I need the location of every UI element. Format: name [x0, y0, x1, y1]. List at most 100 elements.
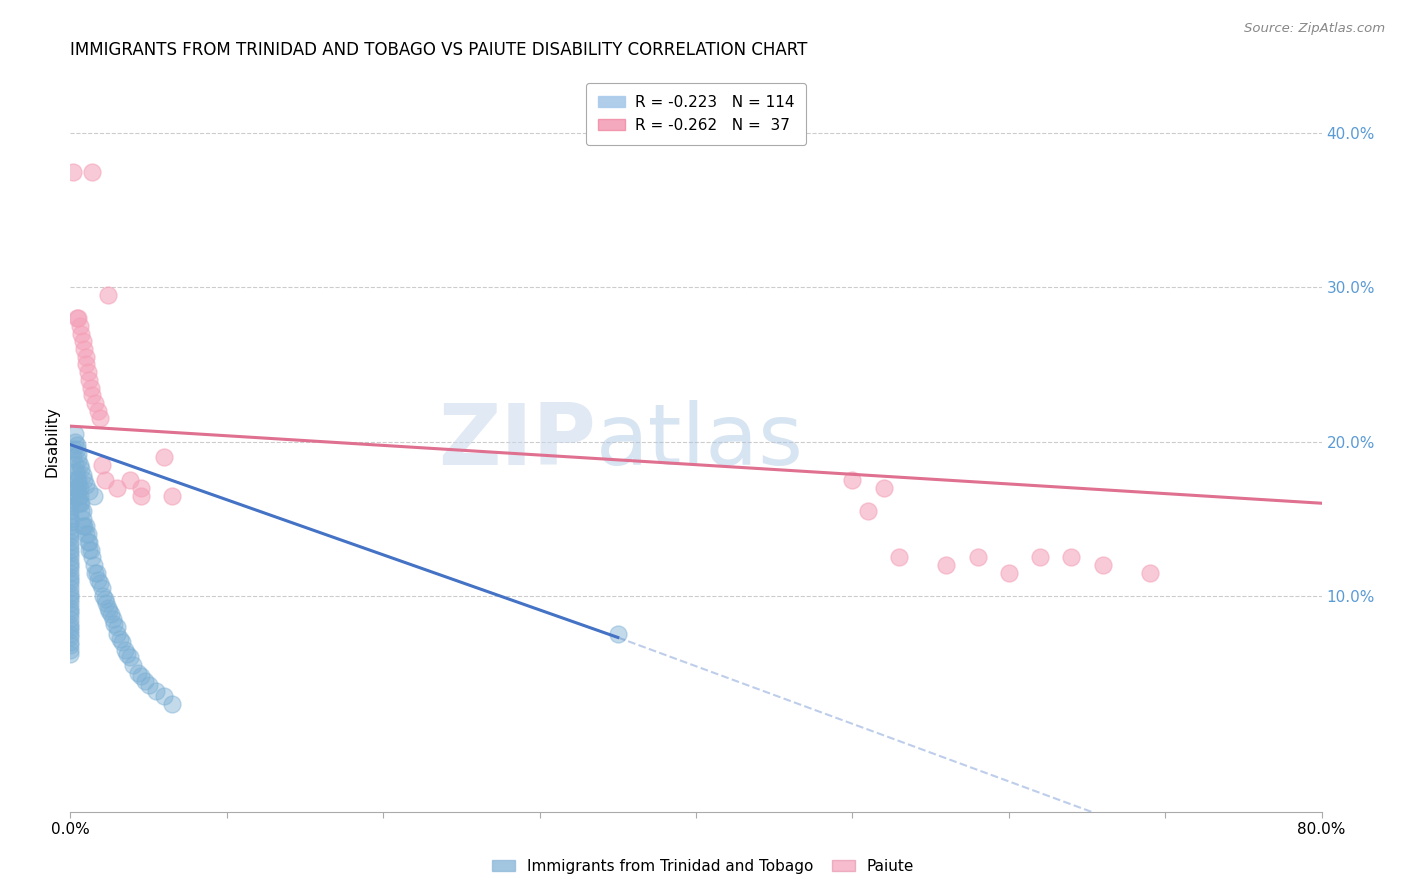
Point — [59, 589, 82, 603]
Point — [84, 396, 107, 410]
Point — [63, 489, 86, 503]
Point — [841, 473, 863, 487]
Point — [153, 689, 176, 703]
Point — [59, 642, 82, 657]
Point — [59, 511, 82, 525]
Point — [966, 550, 988, 565]
Point — [63, 426, 86, 441]
Point — [83, 558, 105, 572]
Point — [59, 570, 82, 584]
Point — [87, 403, 110, 417]
Point — [872, 481, 894, 495]
Point — [59, 540, 82, 554]
Point — [59, 581, 82, 595]
Point — [59, 616, 82, 631]
Point — [91, 589, 114, 603]
Point — [105, 627, 128, 641]
Point — [59, 574, 82, 588]
Point — [101, 612, 124, 626]
Point — [59, 623, 82, 637]
Text: IMMIGRANTS FROM TRINIDAD AND TOBAGO VS PAIUTE DISABILITY CORRELATION CHART: IMMIGRANTS FROM TRINIDAD AND TOBAGO VS P… — [70, 41, 807, 59]
Point — [90, 581, 112, 595]
Point — [76, 534, 98, 549]
Text: atlas: atlas — [596, 400, 804, 483]
Point — [889, 550, 911, 565]
Point — [59, 607, 82, 622]
Point — [67, 496, 90, 510]
Point — [72, 468, 94, 483]
Point — [127, 665, 149, 680]
Point — [75, 358, 97, 372]
Point — [84, 566, 107, 580]
Point — [606, 627, 628, 641]
Point — [75, 477, 97, 491]
Text: Source: ZipAtlas.com: Source: ZipAtlas.com — [1244, 22, 1385, 36]
Point — [69, 481, 91, 495]
Point — [59, 612, 82, 626]
Point — [70, 462, 93, 476]
Point — [145, 684, 167, 698]
Point — [79, 542, 101, 557]
Point — [105, 481, 128, 495]
Point — [83, 489, 105, 503]
Point — [62, 450, 84, 464]
Point — [77, 373, 100, 387]
Point — [138, 678, 160, 692]
Point — [87, 574, 110, 588]
Point — [1029, 550, 1052, 565]
Point — [103, 616, 125, 631]
Point — [63, 434, 86, 449]
Point — [59, 504, 82, 518]
Point — [134, 673, 156, 688]
Point — [82, 388, 104, 402]
Point — [114, 642, 136, 657]
Point — [118, 650, 141, 665]
Point — [67, 453, 90, 467]
Point — [59, 576, 82, 591]
Point — [100, 607, 122, 622]
Point — [129, 481, 152, 495]
Point — [59, 601, 82, 615]
Point — [935, 558, 957, 572]
Point — [59, 561, 82, 575]
Point — [59, 631, 82, 645]
Point — [59, 519, 82, 533]
Point — [75, 527, 97, 541]
Legend: R = -0.223   N = 114, R = -0.262   N =  37: R = -0.223 N = 114, R = -0.262 N = 37 — [586, 83, 806, 145]
Point — [72, 519, 94, 533]
Point — [63, 473, 86, 487]
Point — [72, 511, 94, 525]
Point — [86, 566, 108, 580]
Point — [59, 500, 82, 514]
Point — [63, 466, 86, 480]
Point — [93, 473, 115, 487]
Point — [59, 558, 82, 572]
Point — [67, 481, 90, 495]
Point — [856, 504, 879, 518]
Point — [63, 481, 86, 495]
Point — [76, 527, 98, 541]
Point — [105, 619, 128, 633]
Point — [79, 380, 101, 394]
Point — [65, 442, 87, 457]
Point — [77, 534, 100, 549]
Point — [160, 489, 183, 503]
Point — [82, 164, 104, 178]
Point — [69, 458, 91, 472]
Point — [62, 164, 84, 178]
Point — [121, 658, 145, 673]
Point — [96, 597, 118, 611]
Point — [69, 496, 91, 510]
Point — [67, 447, 90, 461]
Point — [111, 635, 134, 649]
Point — [129, 669, 152, 683]
Point — [72, 504, 94, 518]
Point — [59, 534, 82, 549]
Point — [59, 527, 82, 541]
Point — [59, 627, 82, 641]
Point — [89, 576, 111, 591]
Text: ZIP: ZIP — [439, 400, 596, 483]
Point — [70, 326, 93, 341]
Point — [77, 542, 100, 557]
Point — [70, 496, 93, 510]
